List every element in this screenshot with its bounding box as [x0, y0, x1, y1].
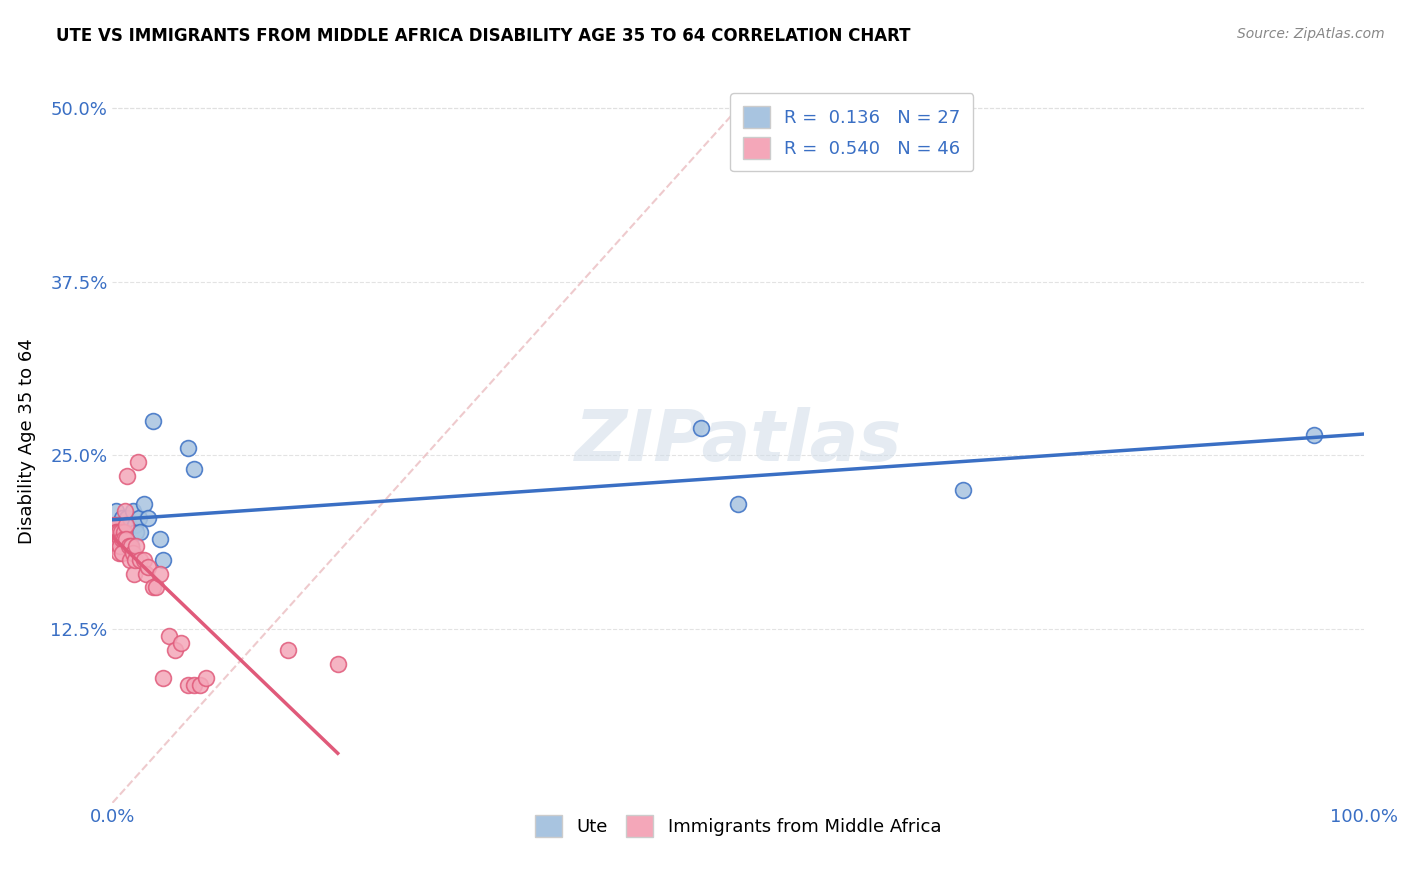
Point: [108, 532, 131, 546]
Point: [149, 532, 172, 546]
Point: [104, 524, 127, 539]
Point: [104, 539, 127, 553]
Point: [107, 524, 129, 539]
Point: [112, 524, 135, 539]
Point: [107, 539, 129, 553]
Point: [121, 504, 143, 518]
Point: [136, 511, 159, 525]
Text: UTE VS IMMIGRANTS FROM MIDDLE AFRICA DISABILITY AGE 35 TO 64 CORRELATION CHART: UTE VS IMMIGRANTS FROM MIDDLE AFRICA DIS…: [56, 27, 911, 45]
Point: [132, 497, 155, 511]
Point: [163, 643, 186, 657]
Point: [689, 420, 711, 434]
Point: [277, 643, 299, 657]
Point: [129, 552, 152, 566]
Point: [118, 517, 141, 532]
Text: ZIPatlas: ZIPatlas: [575, 407, 901, 476]
Point: [112, 524, 135, 539]
Point: [183, 462, 205, 476]
Point: [129, 524, 152, 539]
Point: [110, 524, 132, 539]
Point: [1302, 427, 1324, 442]
Point: [125, 539, 148, 553]
Point: [120, 539, 142, 553]
Point: [118, 539, 141, 553]
Text: Source: ZipAtlas.com: Source: ZipAtlas.com: [1237, 27, 1385, 41]
Y-axis label: Disability Age 35 to 64: Disability Age 35 to 64: [18, 339, 37, 544]
Point: [110, 532, 132, 546]
Point: [152, 671, 174, 685]
Point: [141, 581, 163, 595]
Point: [107, 546, 129, 560]
Point: [105, 524, 128, 539]
Point: [132, 552, 155, 566]
Point: [125, 524, 148, 539]
Point: [108, 539, 131, 553]
Point: [111, 511, 134, 525]
Point: [122, 566, 145, 581]
Point: [117, 511, 139, 525]
Point: [157, 629, 180, 643]
Point: [128, 511, 150, 525]
Point: [183, 678, 205, 692]
Point: [114, 539, 136, 553]
Point: [107, 539, 129, 553]
Point: [952, 483, 974, 498]
Point: [112, 532, 135, 546]
Point: [105, 517, 128, 532]
Point: [115, 532, 138, 546]
Point: [107, 517, 129, 532]
Point: [111, 532, 134, 546]
Point: [115, 517, 138, 532]
Point: [117, 469, 139, 483]
Point: [188, 678, 211, 692]
Point: [141, 414, 163, 428]
Point: [124, 517, 146, 532]
Point: [136, 559, 159, 574]
Point: [176, 442, 198, 456]
Point: [176, 678, 198, 692]
Point: [114, 504, 136, 518]
Point: [120, 539, 142, 553]
Point: [104, 524, 127, 539]
Point: [105, 504, 128, 518]
Point: [170, 636, 193, 650]
Legend: Ute, Immigrants from Middle Africa: Ute, Immigrants from Middle Africa: [527, 808, 949, 845]
Point: [121, 546, 143, 560]
Point: [107, 524, 129, 539]
Point: [127, 455, 149, 469]
Point: [195, 671, 218, 685]
Point: [727, 497, 749, 511]
Point: [103, 517, 125, 532]
Point: [118, 552, 141, 566]
Point: [135, 566, 157, 581]
Point: [152, 552, 174, 566]
Point: [124, 552, 146, 566]
Point: [149, 566, 172, 581]
Point: [103, 524, 125, 539]
Point: [111, 546, 134, 560]
Point: [326, 657, 349, 671]
Point: [145, 581, 167, 595]
